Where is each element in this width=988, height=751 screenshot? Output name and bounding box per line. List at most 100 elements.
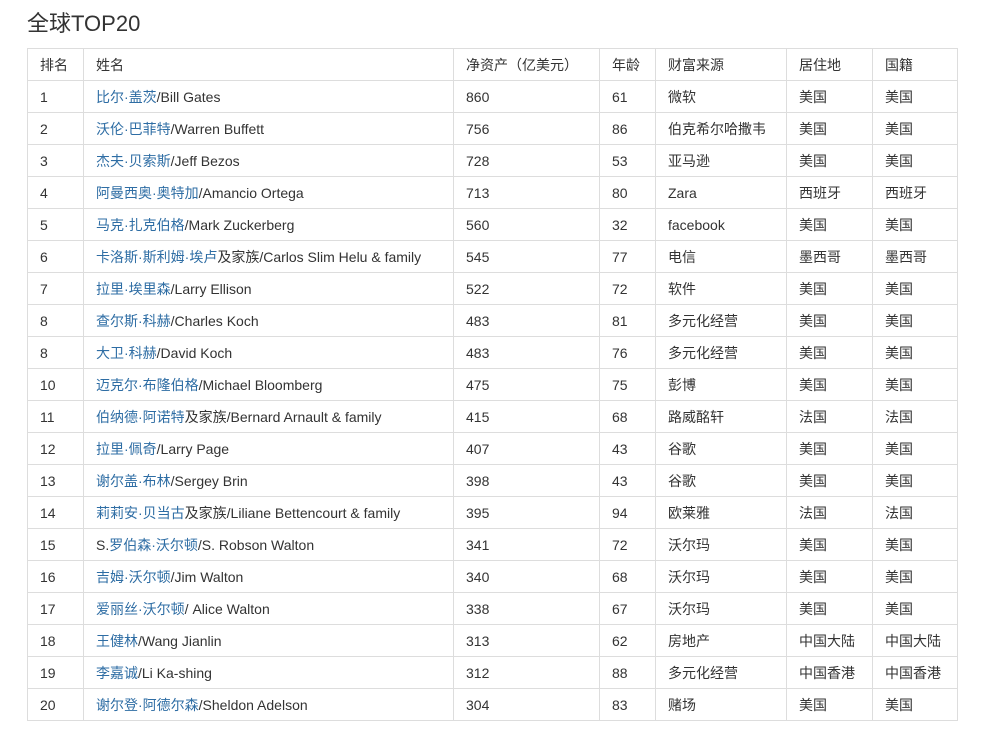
name-cell: 查尔斯·科赫/Charles Koch: [83, 304, 454, 337]
person-link[interactable]: 王健林: [96, 632, 138, 649]
table-row: 3 杰夫·贝索斯/Jeff Bezos 728 53 亚马逊 美国 美国: [27, 144, 958, 177]
age-cell: 77: [599, 240, 656, 273]
rank-cell: 8: [27, 304, 84, 337]
residence-cell: 美国: [786, 112, 873, 145]
name-suffix: /Li Ka-shing: [138, 664, 212, 681]
rank-cell: 6: [27, 240, 84, 273]
net-worth-cell: 860: [453, 80, 600, 113]
rank-cell: 18: [27, 624, 84, 657]
table-row: 2 沃伦·巴菲特/Warren Buffett 756 86 伯克希尔哈撒韦 美国 美国: [27, 112, 958, 145]
nationality-cell: 美国: [872, 112, 958, 145]
header-name: 姓名: [83, 48, 454, 81]
person-link[interactable]: 沃伦·巴菲特: [96, 120, 171, 137]
table-row: 13 谢尔盖·布林/Sergey Brin 398 43 谷歌 美国 美国: [27, 464, 958, 497]
person-link[interactable]: 李嘉诚: [96, 664, 138, 681]
person-link[interactable]: 罗伯森·沃尔顿: [109, 536, 198, 553]
source-cell: 欧莱雅: [655, 496, 787, 529]
residence-cell: 美国: [786, 208, 873, 241]
person-link[interactable]: 阿曼西奥·奥特加: [96, 184, 199, 201]
name-cell: 拉里·埃里森/Larry Ellison: [83, 272, 454, 305]
header-nationality: 国籍: [872, 48, 958, 81]
residence-cell: 美国: [786, 80, 873, 113]
name-cell: 谢尔登·阿德尔森/Sheldon Adelson: [83, 688, 454, 721]
age-cell: 88: [599, 656, 656, 689]
rank-cell: 1: [27, 80, 84, 113]
table-row: 19 李嘉诚/Li Ka-shing 312 88 多元化经营 中国香港 中国香港: [27, 656, 958, 689]
rank-cell: 19: [27, 656, 84, 689]
age-cell: 72: [599, 272, 656, 305]
person-link[interactable]: 查尔斯·科赫: [96, 312, 171, 329]
name-suffix: /David Koch: [156, 344, 233, 361]
rank-cell: 2: [27, 112, 84, 145]
person-link[interactable]: 拉里·佩奇: [96, 440, 157, 457]
person-link[interactable]: 马克·扎克伯格: [96, 216, 185, 233]
rank-cell: 15: [27, 528, 84, 561]
net-worth-cell: 545: [453, 240, 600, 273]
net-worth-cell: 313: [453, 624, 600, 657]
person-link[interactable]: 迈克尔·布隆伯格: [96, 376, 199, 393]
source-cell: 赌场: [655, 688, 787, 721]
person-link[interactable]: 谢尔登·阿德尔森: [96, 696, 199, 713]
person-link[interactable]: 拉里·埃里森: [96, 280, 171, 297]
net-worth-cell: 560: [453, 208, 600, 241]
age-cell: 83: [599, 688, 656, 721]
rank-cell: 17: [27, 592, 84, 625]
net-worth-cell: 415: [453, 400, 600, 433]
name-cell: 莉莉安·贝当古及家族/Liliane Bettencourt & family: [83, 496, 454, 529]
name-suffix: /Mark Zuckerberg: [184, 216, 295, 233]
source-cell: 路威酩轩: [655, 400, 787, 433]
residence-cell: 墨西哥: [786, 240, 873, 273]
residence-cell: 美国: [786, 144, 873, 177]
rich-list-table: 排名 姓名 净资产（亿美元） 年龄 财富来源 居住地 国籍 1 比尔·盖茨/Bil…: [27, 48, 958, 721]
person-link[interactable]: 大卫·科赫: [96, 344, 157, 361]
nationality-cell: 美国: [872, 432, 958, 465]
table-row: 14 莉莉安·贝当古及家族/Liliane Bettencourt & famil…: [27, 496, 958, 529]
source-cell: 沃尔玛: [655, 560, 787, 593]
rank-cell: 4: [27, 176, 84, 209]
net-worth-cell: 756: [453, 112, 600, 145]
net-worth-cell: 475: [453, 368, 600, 401]
net-worth-cell: 304: [453, 688, 600, 721]
person-link[interactable]: 杰夫·贝索斯: [96, 152, 171, 169]
source-cell: 软件: [655, 272, 787, 305]
table-row: 18 王健林/Wang Jianlin 313 62 房地产 中国大陆 中国大陆: [27, 624, 958, 657]
net-worth-cell: 398: [453, 464, 600, 497]
rank-cell: 10: [27, 368, 84, 401]
table-row: 12 拉里·佩奇/Larry Page 407 43 谷歌 美国 美国: [27, 432, 958, 465]
person-link[interactable]: 爱丽丝·沃尔顿: [96, 600, 185, 617]
source-cell: 亚马逊: [655, 144, 787, 177]
name-suffix: /Charles Koch: [170, 312, 259, 329]
residence-cell: 美国: [786, 336, 873, 369]
residence-cell: 美国: [786, 560, 873, 593]
name-suffix: /Jeff Bezos: [170, 152, 240, 169]
net-worth-cell: 483: [453, 336, 600, 369]
source-cell: 彭博: [655, 368, 787, 401]
age-cell: 61: [599, 80, 656, 113]
source-cell: 谷歌: [655, 432, 787, 465]
name-suffix: /Amancio Ortega: [198, 184, 304, 201]
table-row: 5 马克·扎克伯格/Mark Zuckerberg 560 32 facebook 美国美…: [27, 208, 958, 241]
person-link[interactable]: 吉姆·沃尔顿: [96, 568, 171, 585]
age-cell: 32: [599, 208, 656, 241]
table-row: 10 迈克尔·布隆伯格/Michael Bloomberg 475 75 彭博 美国 美国: [27, 368, 958, 401]
nationality-cell: 美国: [872, 80, 958, 113]
name-cell: 阿曼西奥·奥特加/Amancio Ortega: [83, 176, 454, 209]
source-cell: 多元化经营: [655, 656, 787, 689]
name-cell: 伯纳德·阿诺特及家族/Bernard Arnault & family: [83, 400, 454, 433]
name-cell: 比尔·盖茨/Bill Gates: [83, 80, 454, 113]
source-cell: 沃尔玛: [655, 592, 787, 625]
nationality-cell: 墨西哥: [872, 240, 958, 273]
nationality-cell: 美国: [872, 688, 958, 721]
rank-cell: 8: [27, 336, 84, 369]
person-link[interactable]: 卡洛斯·斯利姆·埃卢: [96, 248, 218, 265]
page-title: 全球TOP20: [27, 11, 141, 36]
person-link[interactable]: 伯纳德·阿诺特: [96, 408, 185, 425]
name-suffix: /Warren Buffett: [170, 120, 265, 137]
source-cell: 谷歌: [655, 464, 787, 497]
person-link[interactable]: 莉莉安·贝当古: [96, 504, 185, 521]
source-cell: 多元化经营: [655, 304, 787, 337]
residence-cell: 美国: [786, 432, 873, 465]
person-link[interactable]: 比尔·盖茨: [96, 88, 157, 105]
name-cell: 吉姆·沃尔顿/Jim Walton: [83, 560, 454, 593]
person-link[interactable]: 谢尔盖·布林: [96, 472, 171, 489]
